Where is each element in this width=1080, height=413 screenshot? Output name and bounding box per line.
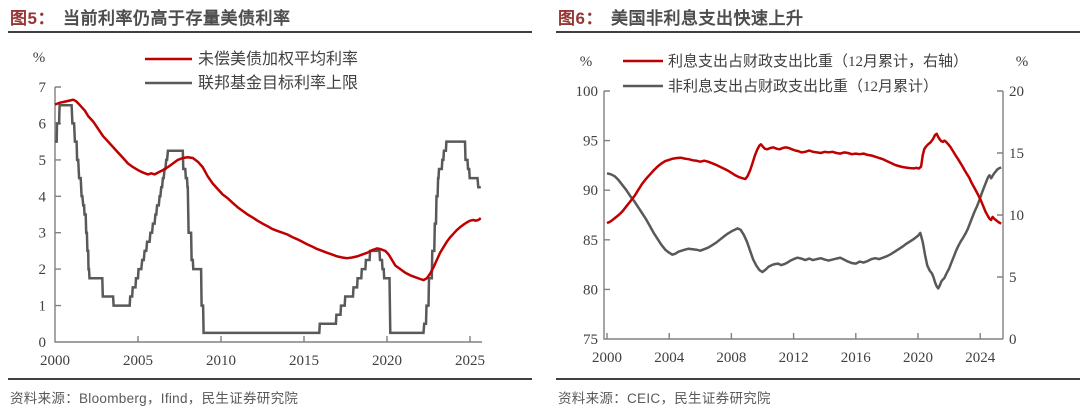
fig6-left-tick-label: 95 xyxy=(583,134,598,150)
fig6-right-axis-unit-label: % xyxy=(1016,54,1029,70)
fig6-x-tick-label: 2000 xyxy=(592,350,622,366)
fig5-y-tick-label: 7 xyxy=(39,80,47,96)
fig6-legend: 利息支出占财政支出比重（12月累计，右轴） 非利息支出占财政支出比重（12月累计… xyxy=(623,53,968,95)
fig5-number-label: 图5： xyxy=(10,9,55,28)
fig6-axes: 75 80 85 90 95 100 0 5 10 15 20 2000 2004 2008 2012 201… xyxy=(576,84,1025,366)
fig6-legend-label-gray: 非利息支出占财政支出比重（12月累计） xyxy=(668,78,938,95)
fig5-x-tick-label: 2025 xyxy=(455,353,485,369)
fig6-right-tick-label: 10 xyxy=(1009,208,1024,224)
fig5-x-tick-label: 2020 xyxy=(372,353,402,369)
fig5-y-tick-label: 6 xyxy=(39,116,47,132)
fig6-right-tick-label: 20 xyxy=(1009,84,1024,100)
fig6-x-tick-label: 2016 xyxy=(841,350,872,366)
fig6-right-tick-label: 15 xyxy=(1009,146,1024,162)
fig6-left-tick-label: 90 xyxy=(583,183,598,199)
fig5-legend-label-gray: 联邦基金目标利率上限 xyxy=(198,74,358,92)
fig5-series-fed-funds-upper xyxy=(55,103,481,335)
fig6-left-axis-unit-label: % xyxy=(580,54,593,70)
fig6-source: 资料来源：CEIC，民生证券研究院 xyxy=(556,378,1080,407)
fig6-title: 图6： 美国非利息支出快速上升 xyxy=(556,2,1080,33)
figure-6: 图6： 美国非利息支出快速上升 % % 利息支出占财政支出比重（12月累计，右轴）… xyxy=(556,2,1080,407)
fig6-x-tick-label: 2008 xyxy=(716,350,746,366)
fig6-left-tick-label: 80 xyxy=(583,282,598,298)
fig6-title-text: 美国非利息支出快速上升 xyxy=(610,9,804,28)
fig5-chart: % 未偿美债加权平均利率 联邦基金目标利率上限 0 1 2 3 4 5 6 7 2000 2005… xyxy=(33,50,486,369)
fig6-source-text: 资料来源：CEIC，民生证券研究院 xyxy=(558,391,771,406)
fig6-x-tick-label: 2020 xyxy=(903,350,933,366)
fig5-axis-lines xyxy=(54,86,482,343)
fig5-y-tick-label: 4 xyxy=(39,189,47,205)
fig6-left-tick-label: 85 xyxy=(583,233,598,249)
fig5-y-tick-label: 1 xyxy=(39,299,47,315)
fig6-number-label: 图6： xyxy=(558,9,603,28)
fig6-x-tick-label: 2012 xyxy=(779,350,809,366)
fig5-y-tick-label: 5 xyxy=(39,153,47,169)
fig5-x-tick-label: 2015 xyxy=(289,353,319,369)
fig5-title: 图5： 当前利率仍高于存量美债利率 xyxy=(8,2,532,33)
fig6-x-tick-label: 2004 xyxy=(654,350,685,366)
fig6-x-tick-label: 2024 xyxy=(965,350,996,366)
fig5-axes: 0 1 2 3 4 5 6 7 2000 2005 2010 2015 2020 2025 xyxy=(39,80,486,369)
fig6-axis-lines xyxy=(603,90,1004,340)
fig5-y-tick-label: 3 xyxy=(39,226,47,242)
fig6-legend-label-red: 利息支出占财政支出比重（12月累计，右轴） xyxy=(668,53,968,70)
fig6-right-tick-label: 0 xyxy=(1009,332,1017,348)
fig6-left-tick-label: 75 xyxy=(583,332,598,348)
figure-5: 图5： 当前利率仍高于存量美债利率 % 未偿美债加权平均利率 联邦基金目标利率上限… xyxy=(8,2,532,407)
fig5-title-text: 当前利率仍高于存量美债利率 xyxy=(62,9,291,28)
fig5-series-weighted-avg-rate xyxy=(54,98,482,282)
fig5-x-tick-label: 2005 xyxy=(123,353,153,369)
fig6-right-tick-label: 5 xyxy=(1009,270,1017,286)
fig5-y-tick-label: 2 xyxy=(39,262,47,278)
fig5-y-tick-label: 0 xyxy=(39,335,47,351)
fig6-series-interest-share xyxy=(606,132,1002,225)
fig6-series-noninterest-share xyxy=(606,166,1002,290)
fig5-y-axis-unit-label: % xyxy=(33,50,46,66)
fig6-left-tick-label: 100 xyxy=(576,84,599,100)
fig5-legend-label-red: 未偿美债加权平均利率 xyxy=(198,50,358,68)
fig5-x-tick-label: 2000 xyxy=(40,353,70,369)
fig5-source-text: 资料来源：Bloomberg，Ifind，民生证券研究院 xyxy=(10,391,299,406)
fig6-chart: % % 利息支出占财政支出比重（12月累计，右轴） 非利息支出占财政支出比重（1… xyxy=(576,53,1029,366)
fig5-x-tick-label: 2010 xyxy=(206,353,236,369)
fig5-legend: 未偿美债加权平均利率 联邦基金目标利率上限 xyxy=(145,50,358,92)
fig5-source: 资料来源：Bloomberg，Ifind，民生证券研究院 xyxy=(8,378,532,407)
